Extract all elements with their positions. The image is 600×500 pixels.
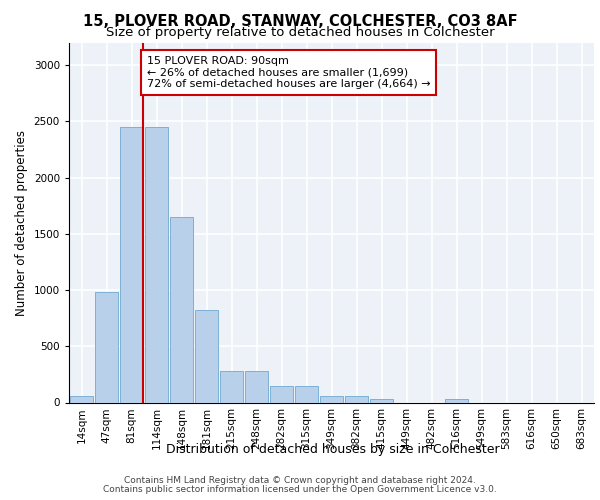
Bar xyxy=(320,396,343,402)
Bar xyxy=(195,310,218,402)
Text: 15 PLOVER ROAD: 90sqm
← 26% of detached houses are smaller (1,699)
72% of semi-d: 15 PLOVER ROAD: 90sqm ← 26% of detached … xyxy=(147,56,430,89)
Bar xyxy=(245,371,268,402)
Bar xyxy=(70,396,93,402)
Text: Size of property relative to detached houses in Colchester: Size of property relative to detached ho… xyxy=(106,26,494,39)
Text: Distribution of detached houses by size in Colchester: Distribution of detached houses by size … xyxy=(166,442,500,456)
Bar xyxy=(345,396,368,402)
Bar xyxy=(370,399,393,402)
Bar xyxy=(270,386,293,402)
Text: Contains public sector information licensed under the Open Government Licence v3: Contains public sector information licen… xyxy=(103,484,497,494)
Text: Contains HM Land Registry data © Crown copyright and database right 2024.: Contains HM Land Registry data © Crown c… xyxy=(124,476,476,485)
Bar xyxy=(170,217,193,402)
Bar xyxy=(220,371,243,402)
Bar xyxy=(445,399,468,402)
Bar xyxy=(95,292,118,403)
Bar xyxy=(295,386,318,402)
Y-axis label: Number of detached properties: Number of detached properties xyxy=(15,130,28,316)
Bar xyxy=(145,127,168,402)
Bar xyxy=(120,127,143,402)
Text: 15, PLOVER ROAD, STANWAY, COLCHESTER, CO3 8AF: 15, PLOVER ROAD, STANWAY, COLCHESTER, CO… xyxy=(83,14,517,29)
